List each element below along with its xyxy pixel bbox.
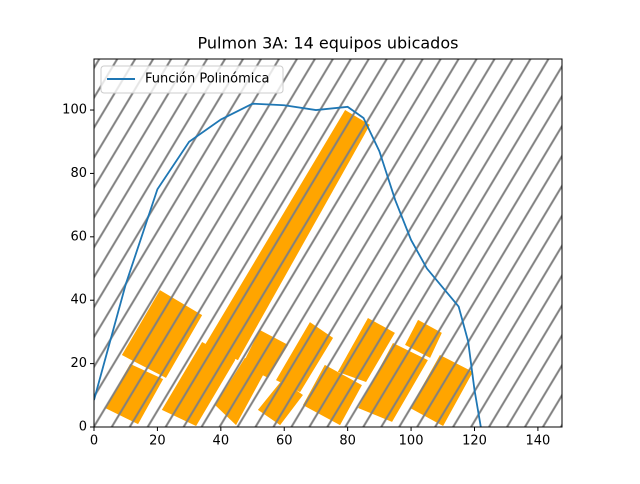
legend-label: Función Polinómica	[145, 72, 269, 87]
y-tick-label: 100	[62, 103, 87, 118]
row-hatching	[94, 59, 562, 427]
x-tick-label: 140	[525, 434, 550, 449]
x-tick-label: 40	[213, 434, 230, 449]
y-tick-label: 80	[70, 166, 87, 181]
x-tick-label: 20	[149, 434, 166, 449]
x-tick-label: 60	[276, 434, 293, 449]
y-tick-label: 40	[70, 293, 87, 308]
series-line	[94, 102, 482, 427]
x-tick-label: 0	[90, 434, 98, 449]
axes-frame	[93, 58, 563, 428]
x-tick-label: 120	[462, 434, 487, 449]
legend-box	[100, 65, 284, 94]
y-tick-label: 20	[70, 356, 87, 371]
x-tick-label: 80	[339, 434, 356, 449]
line-layer	[94, 102, 482, 427]
y-tick-label: 0	[79, 420, 87, 435]
x-tick-label: 100	[399, 434, 424, 449]
legend: Función Polinómica	[100, 65, 284, 94]
chart-title: Pulmon 3A: 14 equipos ubicados	[198, 34, 459, 53]
y-tick-label: 60	[70, 229, 87, 244]
